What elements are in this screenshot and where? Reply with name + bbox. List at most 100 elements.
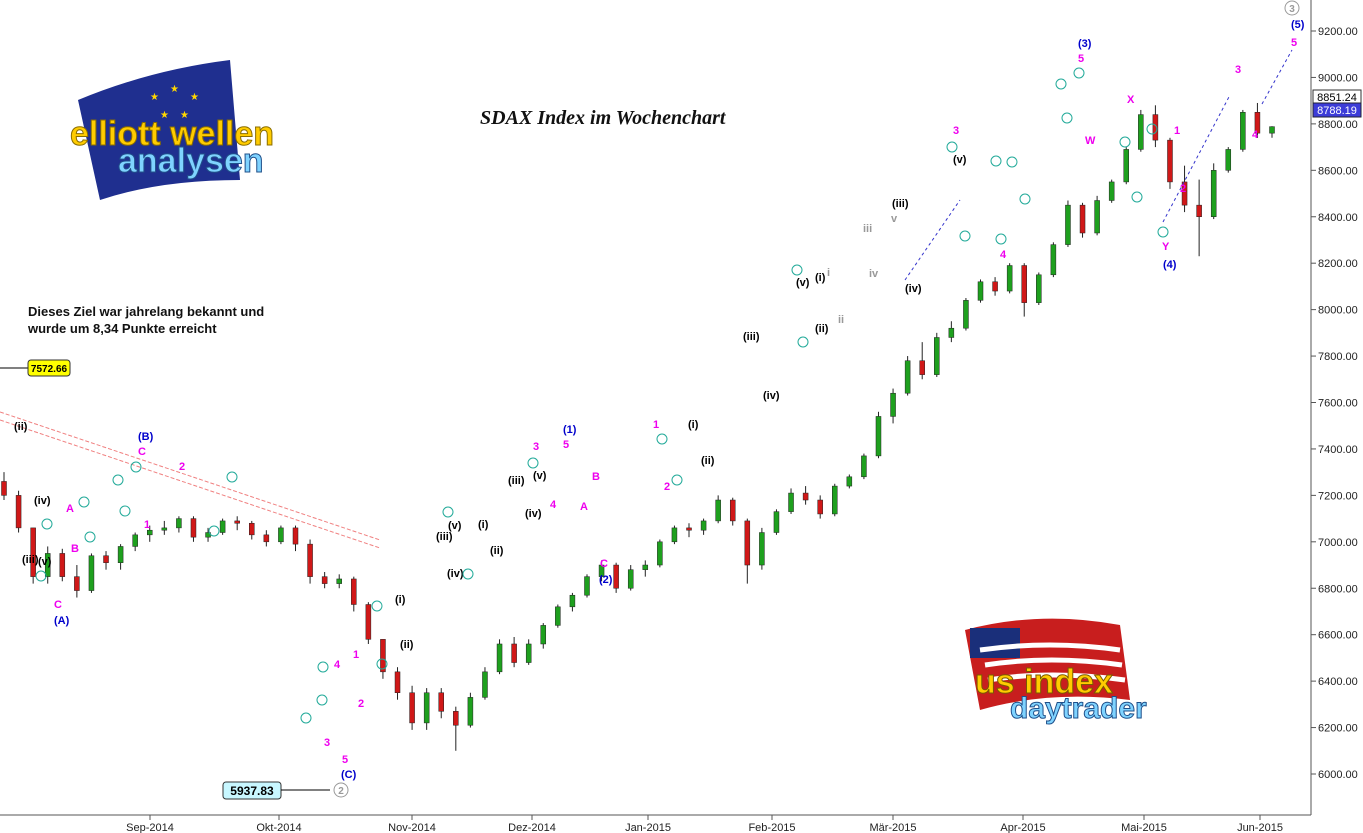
wave-label: 1 — [353, 649, 359, 661]
candle-body — [146, 529, 153, 536]
candle-body — [1167, 139, 1173, 183]
candle-body — [686, 527, 692, 531]
wave-label: 1 — [144, 519, 150, 531]
wave-label: (v) — [448, 520, 462, 532]
wave-label: (iv) — [905, 283, 922, 295]
candle-body — [555, 606, 561, 626]
candle-body — [1123, 149, 1130, 183]
candle-body — [832, 485, 838, 515]
x-tick-label: Jun-2015 — [1237, 822, 1283, 833]
svg-text:★: ★ — [170, 84, 179, 95]
wave-label: (1) — [563, 424, 577, 436]
candle-body — [292, 527, 299, 545]
candle-body — [453, 711, 459, 726]
candle-body — [1225, 149, 1232, 171]
wave-labels: (ii) (iv) (iii) (v) C (A) A B (B) C 1 2 … — [14, 19, 1305, 781]
wave-label: 1 — [653, 419, 659, 431]
candle-body — [788, 492, 794, 512]
candle-body — [351, 578, 357, 605]
wave-label: (v) — [38, 556, 52, 568]
annotation-note: Dieses Ziel war jahrelang bekannt und wu… — [28, 304, 265, 336]
candle-body — [1050, 244, 1057, 276]
candle-body — [336, 578, 342, 584]
wave-label: (iii) — [743, 331, 760, 343]
wave-label: (v) — [953, 154, 967, 166]
x-tick-label: Okt-2014 — [256, 822, 301, 833]
x-tick-label: Jan-2015 — [625, 822, 671, 833]
wave-label: A — [66, 503, 74, 515]
candle-body — [1108, 181, 1115, 201]
x-tick-label: Apr-2015 — [1000, 822, 1045, 833]
candle-body — [161, 527, 168, 531]
wave-label: (iii) — [22, 554, 39, 566]
candle-body — [1138, 114, 1144, 150]
candle-body — [744, 520, 751, 566]
candle-body — [1079, 204, 1086, 234]
candle-body — [1, 481, 7, 496]
wave-label: (A) — [54, 615, 70, 627]
candle-body — [496, 643, 503, 673]
candle-body — [773, 511, 780, 533]
wave-label: Y — [1162, 241, 1170, 253]
svg-text:3: 3 — [1289, 4, 1295, 15]
candle-body — [875, 416, 882, 457]
candle-body — [540, 625, 547, 645]
candle-body — [88, 555, 95, 591]
x-tick-label: Sep-2014 — [126, 822, 174, 833]
wave-label: (B) — [138, 431, 154, 443]
wave-label: B — [71, 543, 79, 555]
candle-body — [598, 564, 605, 577]
wave-label: (i) — [815, 272, 826, 284]
candle-body — [249, 522, 255, 536]
x-tick-label: Feb-2015 — [748, 822, 795, 833]
wave-label: (i) — [688, 419, 699, 431]
candle-body — [919, 360, 925, 375]
wave-label: 1 — [1174, 125, 1180, 137]
top-circled-label: 3 — [1284, 0, 1300, 16]
y-tick-label: 6800.00 — [1318, 583, 1358, 595]
wave-label: (4) — [1163, 259, 1177, 271]
svg-text:analysen: analysen — [118, 142, 264, 180]
wave-label: 3 — [1235, 64, 1241, 76]
wave-label: (ii) — [490, 545, 504, 557]
candle-body — [627, 569, 634, 589]
candle-body — [613, 564, 619, 589]
candle-body — [1021, 265, 1027, 303]
wave-label: 2 — [664, 481, 670, 493]
candle-body — [467, 697, 474, 726]
chart-title: SDAX Index im Wochenchart — [480, 107, 726, 129]
candle-body — [1094, 200, 1100, 234]
candle-body — [569, 594, 576, 608]
candle-body — [190, 518, 197, 538]
candle-body — [234, 520, 240, 524]
x-axis: Sep-2014 Okt-2014 Nov-2014 Dez-2014 Jan-2015… — [126, 815, 1283, 833]
x-tick-label: Mai-2015 — [1121, 822, 1167, 833]
wave-label: C — [138, 446, 146, 458]
candle-body — [700, 520, 707, 531]
candle-body — [321, 576, 328, 584]
svg-text:★: ★ — [160, 110, 169, 121]
candle-body — [1006, 265, 1013, 292]
candle-body — [15, 495, 22, 529]
wave-label: (ii) — [400, 639, 414, 651]
candle-body — [1269, 126, 1275, 134]
candle-body — [423, 692, 430, 724]
y-axis: 6000.00 6200.00 6400.00 6600.00 6800.00 7000.… — [1311, 26, 1358, 781]
x-tick-label: Nov-2014 — [388, 822, 436, 833]
wave-label: 3 — [533, 441, 539, 453]
wave-label: B — [592, 471, 600, 483]
y-tick-label: 6400.00 — [1318, 676, 1358, 688]
candle-body — [511, 643, 517, 663]
trend-lines — [904, 49, 1293, 281]
wave-label: W — [1085, 135, 1096, 147]
y-tick-label: 7800.00 — [1318, 351, 1358, 363]
y-tick-label: 8800.00 — [1318, 119, 1358, 131]
elliott-wellen-logo: ★★★★★ elliott wellen analysen — [70, 60, 275, 200]
svg-text:elliott wellen: elliott wellen — [70, 115, 274, 153]
candle-body — [671, 527, 678, 543]
circled-wave-labels — [35, 67, 1169, 724]
candle-body — [657, 541, 663, 566]
svg-text:★: ★ — [190, 92, 199, 103]
last-close-label: 8788.19 — [1317, 105, 1357, 117]
